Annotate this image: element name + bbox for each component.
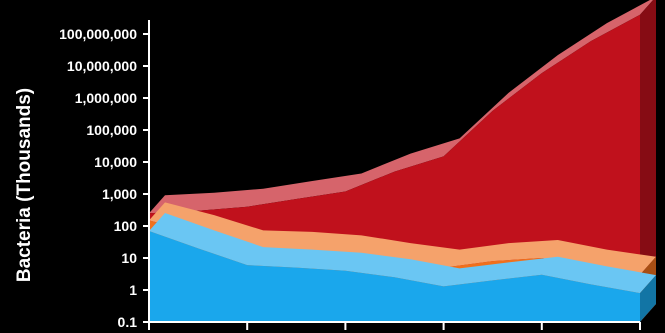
series-3-side-face — [640, 0, 656, 322]
y-tick-label: 10,000 — [94, 154, 137, 170]
area-layers — [149, 0, 656, 323]
y-tick-label: 0.1 — [118, 314, 138, 330]
series-1-area — [149, 230, 640, 322]
y-axis-label: Bacteria (Thousands) — [14, 88, 35, 282]
y-ticks: 100,000,000 10,000,000 1,000,000 100,000 10,… — [59, 26, 149, 330]
x-ticks — [148, 322, 641, 330]
y-tick-label: 100,000,000 — [59, 26, 137, 42]
y-tick-label: 1,000,000 — [75, 90, 137, 106]
y-tick-label: 10 — [121, 250, 137, 266]
y-tick-label: 10,000,000 — [67, 58, 137, 74]
series-1-side-face — [640, 275, 656, 322]
y-tick-label: 1,000 — [102, 186, 137, 202]
series-1-top-face — [149, 212, 656, 294]
y-tick-label: 100 — [114, 218, 138, 234]
y-tick-label: 100,000 — [86, 122, 137, 138]
y-tick-label: 1 — [129, 282, 137, 298]
series-2-top-face — [149, 202, 656, 275]
axes — [148, 20, 640, 323]
